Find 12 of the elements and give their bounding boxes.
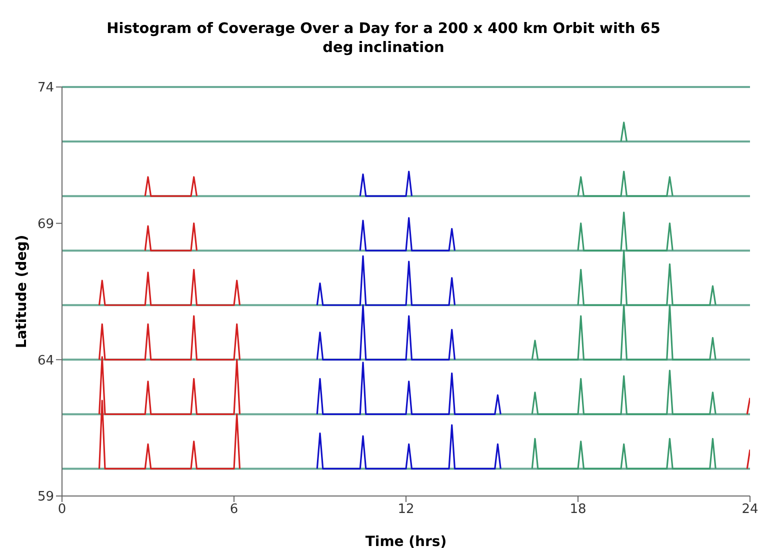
x-tick-label: 12 [398,502,414,518]
x-tick-label: 6 [230,502,238,518]
y-tick-label: 69 [37,216,54,232]
y-tick-label: 74 [37,80,54,96]
y-axis-title: Latitude (deg) [14,234,30,348]
x-tick-label: 24 [742,502,758,518]
chart-title: Histogram of Coverage Over a Day for a 200 x 400 km Orbit with 65 deg inclination [106,20,662,58]
x-axis-title: Time (hrs) [365,534,447,548]
x-tick-label: 0 [58,502,66,518]
y-tick-label: 59 [37,490,54,505]
x-tick-label: 18 [570,502,586,518]
y-tick-label: 64 [37,353,54,368]
